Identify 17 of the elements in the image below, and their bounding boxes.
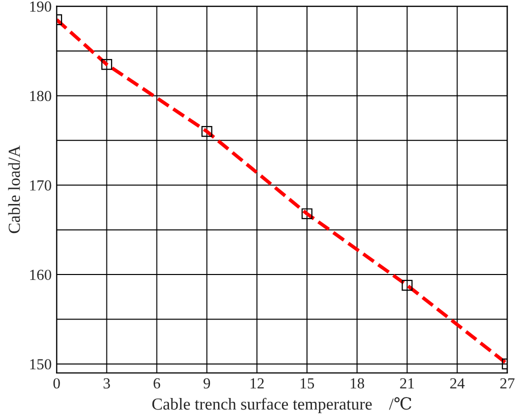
x-tick-label: 0: [53, 378, 60, 389]
x-tick-label: 6: [154, 378, 160, 389]
x-tick-label: 15: [300, 378, 314, 389]
x-tick-label: 18: [350, 378, 364, 389]
y-tick-label: 160: [30, 270, 52, 280]
y-tick-label: 150: [30, 359, 52, 370]
y-tick-label: 190: [30, 1, 52, 12]
x-axis-title: Cable trench surface temperature /℃: [152, 397, 412, 414]
x-tick-label: 3: [104, 378, 110, 389]
y-tick-label: 180: [30, 90, 52, 102]
x-tick-label: 9: [204, 378, 210, 389]
x-tick-label: 12: [250, 378, 264, 388]
x-tick-label: 24: [450, 378, 465, 388]
y-tick-label: 170: [30, 180, 52, 191]
x-tick-label: 21: [400, 378, 414, 388]
x-tick-label: 27: [500, 378, 514, 388]
y-axis-title: Cable load/A: [8, 146, 20, 234]
